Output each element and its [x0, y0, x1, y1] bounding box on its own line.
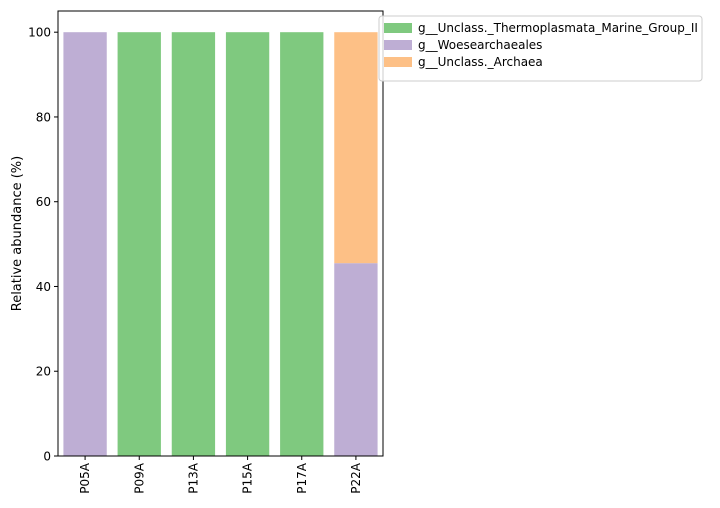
y-tick-label: 20: [36, 365, 51, 379]
x-tick-label: P09A: [132, 462, 146, 494]
x-tick-label: P15A: [241, 462, 255, 494]
bar-p05a-g-woesearchaeales: [63, 32, 107, 456]
bars-layer: [63, 32, 378, 456]
legend-swatch: [384, 23, 412, 33]
legend-swatch: [384, 57, 412, 67]
x-tick-label: P22A: [349, 462, 363, 494]
legend-swatch: [384, 40, 412, 50]
x-tick-label: P17A: [295, 462, 309, 494]
y-axis-label: Relative abundance (%): [10, 156, 25, 312]
y-tick-label: 80: [36, 110, 51, 124]
plot-frame: [57, 10, 384, 457]
x-tick-label: P05A: [78, 462, 92, 494]
bar-p17a-g-unclass-thermoplasmata-marine-group-ii: [280, 32, 324, 456]
legend: g__Unclass._Thermoplasmata_Marine_Group_…: [378, 15, 703, 82]
legend-box: [378, 15, 703, 82]
y-tick-label: 60: [36, 195, 51, 209]
y-tick-label: 0: [43, 450, 51, 464]
bar-p09a-g-unclass-thermoplasmata-marine-group-ii: [117, 32, 161, 456]
bar-p15a-g-unclass-thermoplasmata-marine-group-ii: [225, 32, 270, 456]
x-axis: P05A P09A P13A P15A P17A P22A: [78, 456, 363, 494]
legend-label: g__Unclass._Thermoplasmata_Marine_Group_…: [418, 21, 698, 35]
x-tick-label: P13A: [186, 462, 200, 494]
y-axis: 0 20 40 60 80 100: [28, 26, 58, 464]
legend-label: g__Woesearchaeales: [418, 38, 542, 52]
bar-p22a-g-unclass-archaea: [334, 32, 378, 264]
bar-p22a-g-woesearchaeales: [334, 263, 378, 456]
y-tick-label: 100: [28, 26, 51, 40]
legend-label: g__Unclass._Archaea: [418, 55, 543, 69]
bar-p13a-g-unclass-thermoplasmata-marine-group-ii: [171, 32, 216, 456]
y-tick-label: 40: [36, 280, 51, 294]
